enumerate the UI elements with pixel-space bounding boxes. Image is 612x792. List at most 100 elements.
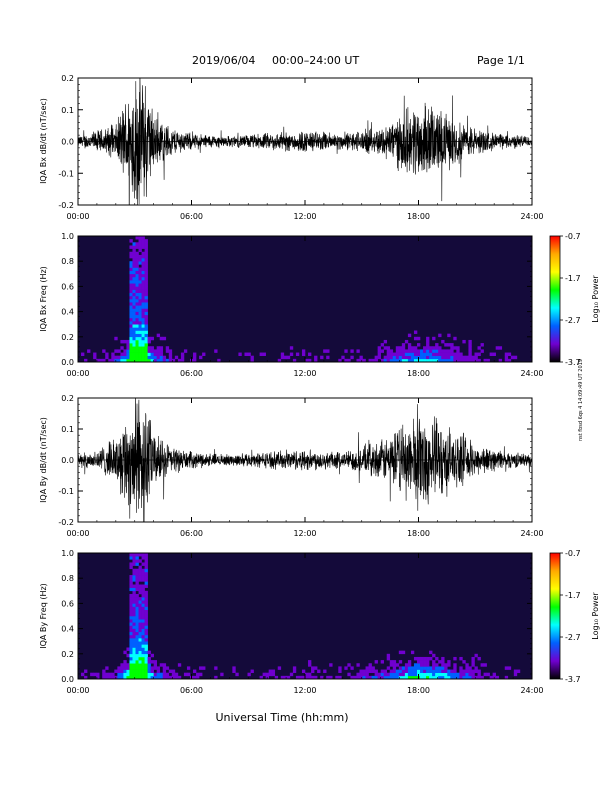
spectrogram-cell — [344, 358, 348, 363]
spectrogram-cell — [407, 352, 412, 356]
spectrogram-cell — [141, 311, 145, 316]
by-freq-ylabel: IQA By Freq (Hz) — [39, 583, 48, 649]
spectrogram-cell — [129, 644, 133, 648]
spectrogram-cell — [395, 355, 400, 360]
spectrogram-cell — [129, 609, 133, 614]
spectrogram-cell — [471, 656, 475, 661]
spectrogram-cell — [120, 358, 124, 363]
xtick-label: 06:00 — [180, 369, 203, 378]
spectrogram-cell — [129, 628, 133, 633]
spectrogram-cell — [102, 675, 106, 680]
spectrogram-cell — [423, 666, 427, 670]
spectrogram-cell — [386, 346, 391, 350]
spectrogram-cell — [144, 352, 148, 356]
spectrogram-cell — [144, 258, 148, 262]
spectrogram-cell — [401, 669, 406, 673]
spectrogram-cell — [144, 556, 148, 560]
spectrogram-cell — [132, 245, 136, 249]
spectrogram-cell — [410, 672, 415, 677]
spectrogram-cell — [420, 669, 424, 673]
spectrogram-cell — [138, 236, 142, 240]
spectrogram-cell — [171, 669, 176, 673]
spectrogram-cell — [144, 578, 148, 582]
spectrogram-cell — [147, 666, 151, 670]
spectrogram-cell — [386, 653, 391, 658]
spectrogram-cell — [141, 575, 145, 579]
spectrogram-cell — [429, 650, 433, 655]
spectrogram-cell — [250, 669, 254, 673]
spectrogram-cell — [410, 349, 415, 353]
spectrogram-cell — [93, 352, 97, 356]
spectrogram-cell — [426, 358, 430, 363]
spectrogram-cell — [323, 349, 327, 353]
spectrogram-cell — [135, 578, 139, 582]
spectrogram-cell — [135, 562, 139, 566]
spectrogram-cell — [407, 672, 412, 677]
spectrogram-cell — [301, 349, 306, 353]
spectrogram-cell — [308, 672, 312, 677]
spectrogram-cell — [338, 666, 342, 670]
spectrogram-cell — [380, 343, 384, 347]
spectrogram-cell — [132, 308, 136, 312]
spectrogram-cell — [141, 622, 145, 626]
spectrogram-cell — [395, 669, 400, 673]
spectrogram-cell — [423, 355, 427, 360]
spectrogram-cell — [386, 352, 391, 356]
spectrogram-cell — [459, 672, 463, 677]
spectrogram-cell — [141, 653, 145, 658]
colorbar-bx: -0.7 -1.7 -2.7 -3.7 — [549, 232, 581, 367]
spectrogram-cell — [380, 675, 384, 680]
spectrogram-cell — [144, 650, 148, 655]
spectrogram-cell — [129, 317, 133, 322]
spectrogram-cell — [350, 349, 354, 353]
spectrogram-cell — [102, 349, 106, 353]
spectrogram-cell — [129, 565, 133, 570]
spectrogram-cell — [150, 346, 154, 350]
spectrogram-cell — [129, 299, 133, 303]
spectrogram-cell — [138, 267, 142, 271]
spectrogram-cell — [114, 355, 118, 360]
spectrogram-cell — [105, 352, 109, 356]
spectrogram-cell — [144, 675, 148, 680]
spectrogram-cell — [477, 358, 481, 363]
spectrogram-cell — [365, 666, 369, 670]
spectrogram-cell — [138, 656, 142, 661]
spectrogram-cell — [120, 339, 124, 344]
spectrogram-cell — [135, 606, 139, 610]
spectrogram-cell — [135, 308, 139, 312]
spectrogram-cell — [199, 672, 203, 677]
spectrogram-cell — [138, 666, 142, 670]
spectrogram-cell — [132, 299, 136, 303]
spectrogram-cell — [141, 571, 145, 576]
spectrogram-cell — [193, 358, 197, 363]
spectrogram-cell — [377, 352, 381, 356]
spectrogram-cell — [474, 358, 478, 363]
spectrogram-cell — [380, 358, 384, 363]
spectrogram-cell — [450, 346, 454, 350]
spectrogram-cell — [132, 650, 136, 655]
spectrogram-cell — [489, 352, 493, 356]
spectrogram-cell — [268, 672, 273, 677]
spectrogram-cell — [144, 656, 148, 661]
spectrogram-cell — [117, 349, 121, 353]
spectrogram-cell — [456, 672, 460, 677]
spectrogram-cell — [102, 672, 106, 677]
spectrogram-cell — [144, 606, 148, 610]
spectrogram-cell — [144, 346, 148, 350]
spectrogram-cell — [123, 669, 127, 673]
spectrogram-cell — [147, 358, 151, 363]
spectrogram-cell — [132, 578, 136, 582]
spectrogram-cell — [102, 358, 106, 363]
spectrogram-cell — [386, 656, 391, 661]
spectrogram-cell — [453, 669, 457, 673]
spectrogram-cell — [447, 333, 451, 338]
spectrogram-cell — [356, 672, 360, 677]
spectrogram-cell — [404, 669, 409, 673]
spectrogram-cell — [468, 355, 472, 360]
spectrogram-cell — [383, 358, 388, 363]
spectrogram-cell — [129, 286, 133, 290]
spectrogram-cell — [129, 587, 133, 592]
spectrogram-cell — [214, 349, 218, 353]
spectrogram-cell — [377, 349, 381, 353]
spectrogram-cell — [138, 330, 142, 334]
